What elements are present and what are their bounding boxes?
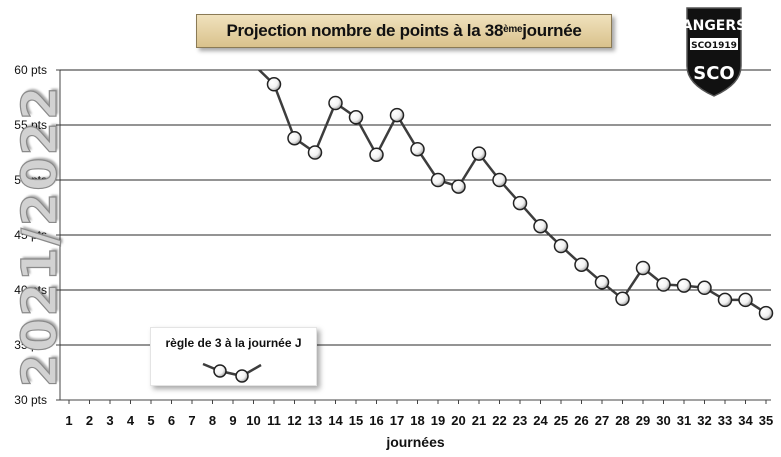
x-tick-label: 7 [188,413,195,428]
data-point [512,195,528,211]
y-tick-label: 30 pts [14,393,47,407]
data-point [348,110,364,125]
x-tick-label: 12 [287,413,301,428]
data-point [287,130,302,146]
data-point [615,291,630,307]
data-point [533,218,548,234]
logo-monogram: SCO [693,63,734,84]
data-point [471,146,487,161]
logo-name: ANGERS [682,18,746,34]
data-point [676,278,692,293]
x-axis-title: journées [386,434,445,450]
x-tick-label: 1 [65,413,72,428]
x-tick-label: 4 [127,413,135,428]
x-tick-label: 9 [229,413,236,428]
x-tick-label: 10 [246,413,260,428]
data-point [574,257,589,272]
y-tick-label: 60 pts [14,63,47,77]
x-tick-label: 5 [147,413,154,428]
data-point [389,107,405,123]
data-point [451,179,466,194]
data-point [635,260,651,276]
legend-point [235,369,249,383]
x-tick-label: 32 [697,413,711,428]
x-tick-label: 13 [308,413,322,428]
data-point [307,145,323,160]
legend-point [213,364,227,378]
data-point [430,172,446,188]
data-point [328,95,343,111]
x-tick-label: 3 [106,413,113,428]
legend-sample-line [202,362,262,383]
data-point [758,305,774,321]
x-tick-label: 30 [656,413,670,428]
x-tick-label: 24 [533,413,548,428]
data-point [656,277,671,292]
x-tick-label: 23 [513,413,527,428]
x-axis-ticks: 1 2 3 4 5 6 7 8 9 10 11 12 13 14 15 16 17 18 19 20 21 22 23 24 2… [65,400,773,428]
x-tick-label: 19 [431,413,445,428]
y-tick-label: 50 pts [14,173,47,187]
data-point [266,77,282,92]
data-point [369,147,384,162]
chart-title-end: journée [522,21,582,40]
x-tick-label: 14 [328,413,343,428]
chart-title-main: Projection nombre de points à la 38 [226,21,504,40]
x-tick-label: 8 [209,413,216,428]
x-tick-label: 27 [595,413,609,428]
chart-title-superscript: ème [503,23,523,35]
season-watermark: 2021/2022 [11,84,68,388]
y-tick-label: 55 pts [14,118,47,132]
angers-sco-logo: ANGERS SCO1919 SCO [682,7,746,97]
y-axis-ticks: 30 pts 35 pts 40 pts 45 pts 50 pts 55 pts 60 p… [14,63,60,407]
x-tick-label: 35 [759,413,773,428]
x-tick-label: 6 [168,413,175,428]
x-tick-label: 33 [718,413,732,428]
x-tick-label: 20 [451,413,465,428]
y-tick-label: 45 pts [14,228,47,242]
data-point [717,292,733,308]
x-tick-label: 18 [410,413,424,428]
x-tick-label: 29 [636,413,650,428]
x-tick-label: 26 [574,413,588,428]
logo-sub: SCO1919 [691,41,737,51]
series-points [266,77,774,321]
data-point [594,275,610,290]
chart-title: Projection nombre de points à la 38 ème j… [196,14,612,48]
x-tick-label: 28 [615,413,629,428]
x-tick-label: 16 [369,413,383,428]
y-tick-label: 40 pts [14,283,47,297]
legend-label: règle de 3 à la journée J [165,336,302,350]
x-tick-label: 22 [492,413,506,428]
data-point [697,280,712,296]
x-tick-label: 11 [267,413,281,428]
x-tick-label: 25 [554,413,568,428]
data-point [738,292,753,308]
x-tick-label: 2 [86,413,93,428]
x-tick-label: 34 [738,413,753,428]
x-tick-label: 31 [677,413,691,428]
x-tick-label: 21 [472,413,486,428]
y-tick-label: 35 pts [14,338,47,352]
data-point [410,141,425,157]
x-tick-label: 17 [390,413,404,428]
legend: règle de 3 à la journée J [150,327,317,386]
x-tick-label: 15 [349,413,363,428]
data-point [553,238,569,254]
data-point [492,172,507,188]
